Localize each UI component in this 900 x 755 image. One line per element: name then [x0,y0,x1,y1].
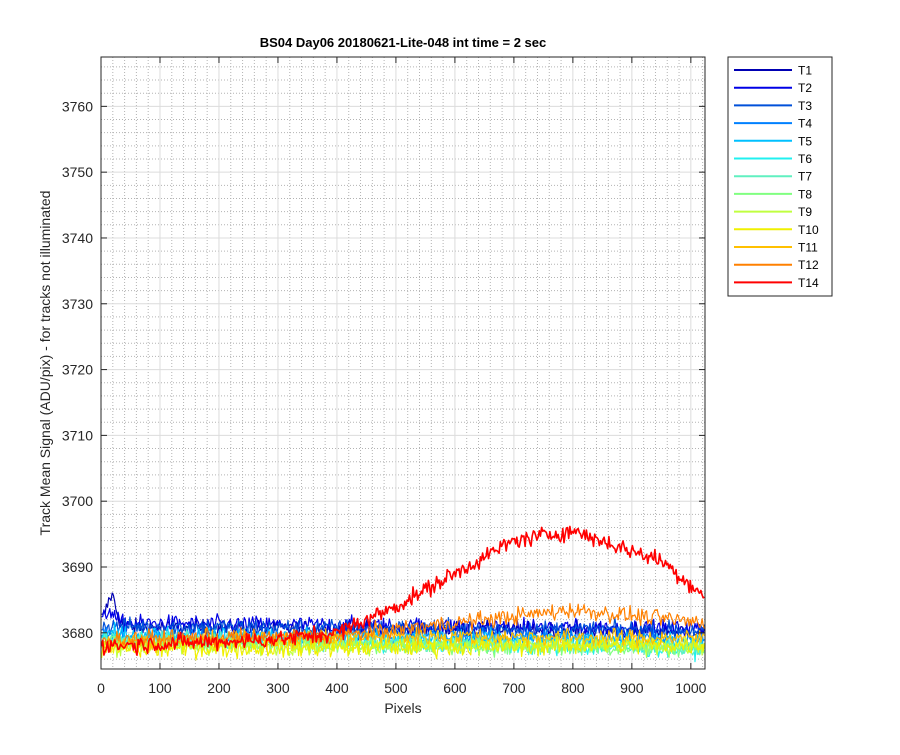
axis-ticks: 0 100 200 300 400 500 600 700 800 900 1000 3680 3690… [62,57,707,696]
series-line-t12 [101,602,705,650]
legend-label-t8: T8 [798,187,812,201]
y-tick-label: 3710 [62,427,93,443]
y-tick-label: 3720 [62,362,93,378]
legend-label-t11: T11 [798,241,818,255]
series-line-t11 [101,626,705,654]
y-tick-label: 3690 [62,559,93,575]
x-tick-label: 900 [620,680,644,696]
legend-label-t6: T6 [798,152,812,166]
x-axis-label: Pixels [384,700,421,716]
x-tick-label: 200 [207,680,231,696]
plot-area [101,57,705,669]
x-tick-label: 300 [266,680,290,696]
legend-label-t10: T10 [798,223,819,237]
chart-title: BS04 Day06 20180621-Lite-048 int time = … [260,35,547,50]
legend-items: T1 T2 T3 T4 T5 T6 T7 T8 T9 T10 T11 T12 T14 [734,64,819,290]
y-tick-label: 3760 [62,98,93,114]
y-tick-label: 3750 [62,164,93,180]
grid [101,57,705,669]
series-line-t14 [100,525,705,656]
plot-frame [100,56,706,670]
legend-label-t5: T5 [798,134,812,148]
legend-label-t9: T9 [798,205,812,219]
legend-label-t12: T12 [798,258,819,272]
y-tick-label: 3680 [62,625,93,641]
legend-label-t14: T14 [798,276,819,290]
x-tick-label: 700 [502,680,526,696]
x-tick-label: 0 [97,680,105,696]
x-tick-label: 100 [148,680,172,696]
y-tick-label: 3730 [62,296,93,312]
legend-label-t2: T2 [798,81,812,95]
x-tick-label: 400 [325,680,349,696]
legend-label-t4: T4 [798,117,812,131]
x-tick-label: 1000 [675,680,706,696]
x-tick-label: 500 [384,680,408,696]
legend-label-t3: T3 [798,99,812,113]
legend: T1 T2 T3 T4 T5 T6 T7 T8 T9 T10 T11 T12 T14 [727,56,833,297]
x-tick-label: 800 [561,680,585,696]
series-line-t10 [101,634,705,661]
y-tick-label: 3700 [62,493,93,509]
legend-label-t1: T1 [798,64,812,78]
y-tick-label: 3740 [62,230,93,246]
x-tick-label: 600 [443,680,467,696]
series-layer [100,525,705,663]
y-axis-label: Track Mean Signal (ADU/pix) - for tracks… [37,191,53,536]
legend-label-t7: T7 [798,170,812,184]
